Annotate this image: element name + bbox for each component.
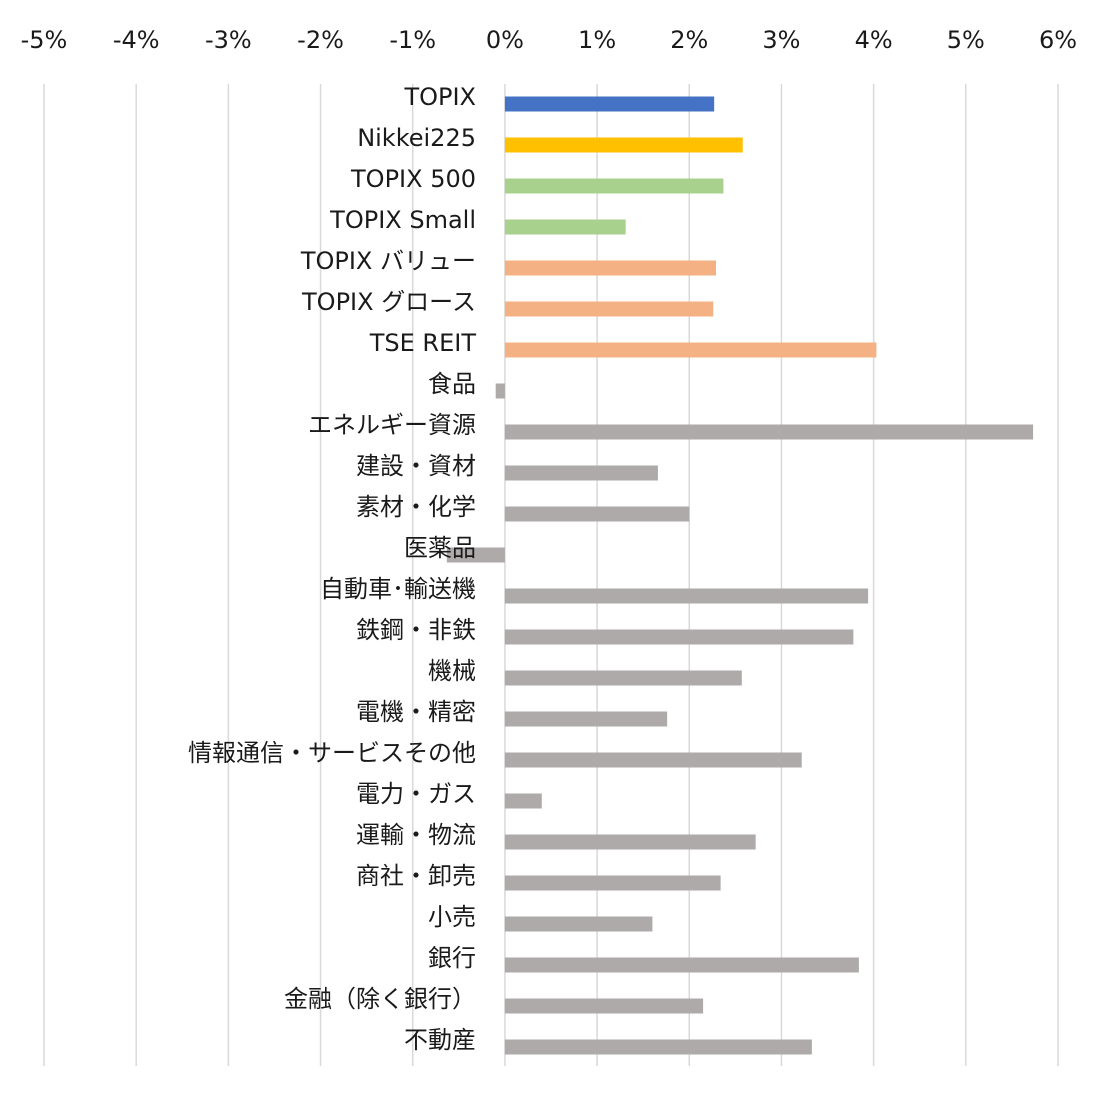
x-tick-label: 6% [1039,26,1077,54]
bars [446,96,1034,1055]
category-label: 素材・化学 [356,493,476,521]
x-tick-label: 1% [578,26,616,54]
category-label: TOPIX Small [329,206,476,234]
category-label: エネルギー資源 [308,411,476,439]
x-tick-label: -5% [21,26,68,54]
category-label: 鉄鋼・非鉄 [356,616,476,644]
category-label: Nikkei225 [357,124,476,152]
category-label: 医薬品 [404,534,476,562]
x-tick-label: 3% [762,26,800,54]
category-label: 金融（除く銀行） [284,985,476,1013]
bar [504,424,1034,440]
bar [504,998,704,1014]
bar [504,301,714,317]
bar [495,383,505,399]
category-label: TOPIX [403,83,476,111]
bar [504,219,626,235]
x-tick-label: -4% [113,26,160,54]
x-tick-label: -1% [389,26,436,54]
bar [504,793,542,809]
bar [504,96,715,112]
bar [504,670,742,686]
bar [504,178,724,194]
category-label: 電機・精密 [356,698,476,726]
category-label: 情報通信・サービスその他 [188,739,476,767]
category-label: TOPIX グロース [301,288,476,316]
category-label: TOPIX バリュー [300,247,476,275]
category-label: 食品 [428,370,476,398]
category-label: 機械 [428,657,476,685]
bar [504,588,869,604]
bar [504,1039,812,1055]
category-label: TOPIX 500 [350,165,476,193]
category-label: 運輸・物流 [356,821,476,849]
category-label: 不動産 [404,1026,476,1054]
category-label: 銀行 [428,944,476,972]
bar [504,711,668,727]
bar [504,342,877,358]
x-tick-label: 0% [486,26,524,54]
bar [504,834,756,850]
bar [504,629,854,645]
category-label: 電力・ガス [356,780,476,808]
category-label: TSE REIT [369,329,477,357]
bar [504,957,859,973]
x-tick-label: 4% [855,26,893,54]
category-label: 商社・卸売 [356,862,476,890]
x-tick-label: 5% [947,26,985,54]
bar [446,547,505,563]
bar [504,506,690,522]
bar [504,875,721,891]
x-tick-label: -3% [205,26,252,54]
bar [504,752,802,768]
gridlines [43,84,1059,1066]
category-label: 小売 [428,903,476,931]
x-tick-label: 2% [670,26,708,54]
category-labels: TOPIX Nikkei225 TOPIX 500 TOPIX Small TOPIX … [188,83,476,1054]
bar [504,465,658,481]
bar [504,916,653,932]
category-label: 建設・資材 [356,452,476,480]
x-tick-label: -2% [297,26,344,54]
category-label: 自動車･輸送機 [320,575,476,603]
bar [504,260,717,276]
bar [504,137,743,153]
x-axis-ticks: -5% -4% -3% -2% -1% 0% 1% 2% 3% 4% 5% 6% [21,26,1077,54]
